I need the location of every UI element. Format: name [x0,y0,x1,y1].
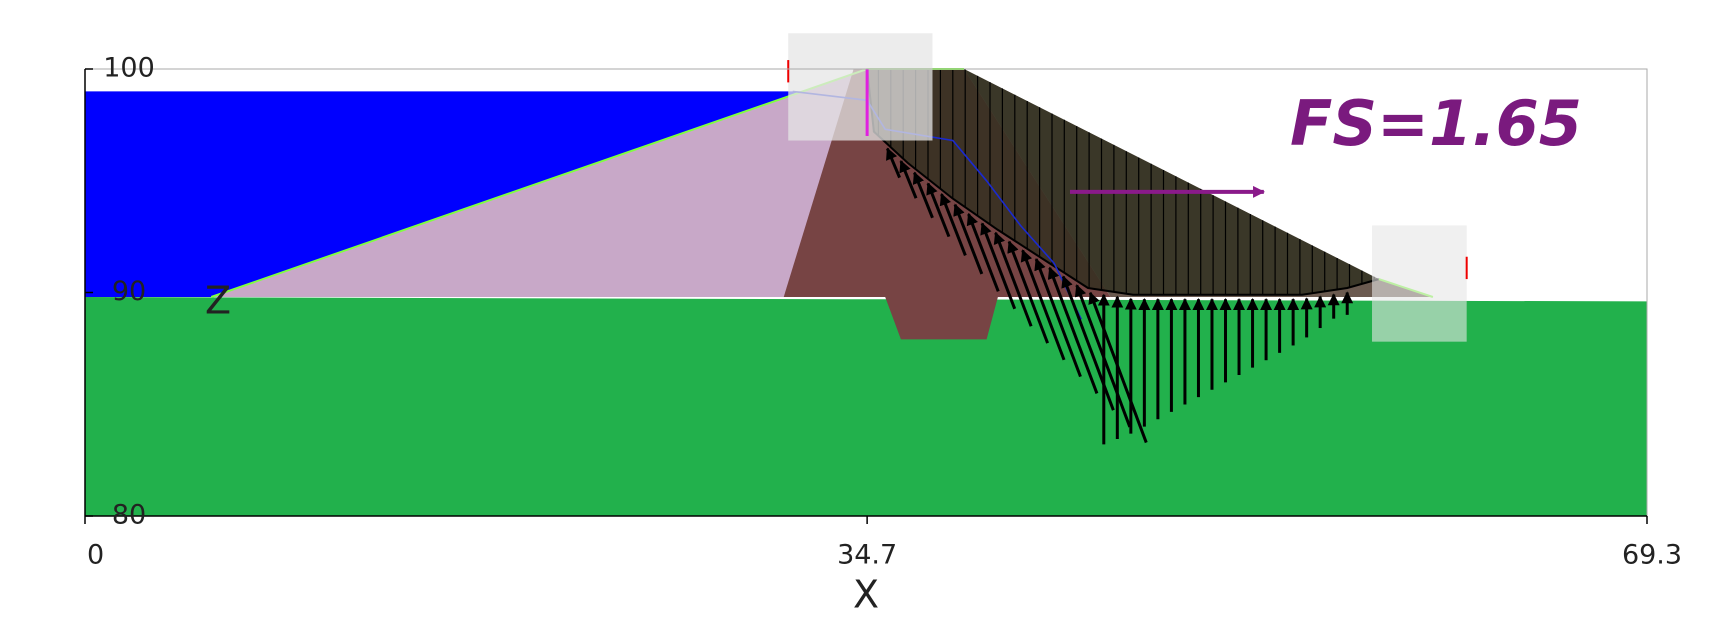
x-axis-label: X [853,573,879,617]
force-arrow [1020,249,1066,361]
force-arrow [1047,266,1099,394]
axis-frame [85,68,1648,516]
force-arrow [899,159,918,199]
y-tick-label: 80 [112,500,146,531]
entry-box [788,33,933,141]
force-arrow [1034,257,1082,378]
x-tick-label: 0 [87,540,104,571]
foundation [85,297,1647,516]
x-tick-label: 69.3 [1622,540,1682,571]
cutoff-trench [885,297,998,340]
force-arrow [939,193,967,256]
force-arrow [1007,240,1049,344]
force-arrow [980,222,1017,310]
force-arrow [926,182,951,238]
x-tick-label: 34.7 [837,540,897,571]
force-arrow [953,203,984,275]
slip-surface [866,68,1380,296]
exit-box [1372,225,1467,342]
geometry [85,33,1647,516]
force-arrow [966,212,1000,292]
y-tick-label: 90 [112,276,146,307]
y-axis-label: Z [205,279,231,323]
factor-of-safety: FS=1.65 [1290,87,1582,160]
force-arrow [886,147,901,179]
reservoir [85,91,803,298]
y-tick-label: 100 [103,53,155,84]
force-arrow [993,231,1033,327]
force-arrow [912,171,934,219]
